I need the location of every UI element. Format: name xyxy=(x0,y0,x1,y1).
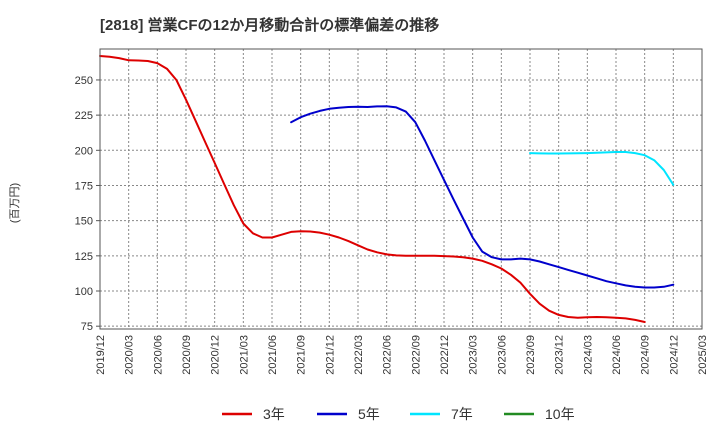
x-tick-label: 2020/03 xyxy=(124,335,136,375)
y-tick-label: 75 xyxy=(81,321,93,333)
axes xyxy=(99,48,703,330)
series-lines xyxy=(99,55,675,323)
legend: 3年 5年 7年 10年 xyxy=(222,406,575,422)
series-line-1 xyxy=(290,105,675,289)
x-tick-label: 2023/06 xyxy=(496,335,508,375)
x-tick-label: 2021/09 xyxy=(296,335,308,375)
x-tick-label: 2024/03 xyxy=(582,335,594,375)
x-tick-label: 2022/06 xyxy=(382,335,394,375)
x-tick-label: 2021/06 xyxy=(267,335,279,375)
y-axis-title: (百万円) xyxy=(9,183,21,223)
x-tick-label: 2021/03 xyxy=(238,335,250,375)
series-line-0 xyxy=(99,55,646,323)
x-tick-label: 2020/12 xyxy=(210,335,222,375)
x-tick-label: 2020/09 xyxy=(181,335,193,375)
series-line-2 xyxy=(529,151,675,186)
y-tick-label: 175 xyxy=(75,180,93,192)
y-tick-label: 125 xyxy=(75,251,93,263)
x-tick-label: 2025/03 xyxy=(697,335,709,375)
y-tick-label: 225 xyxy=(75,110,93,122)
x-tick-label: 2019/12 xyxy=(95,335,107,375)
legend-label: 3年 xyxy=(263,406,285,422)
legend-label: 10年 xyxy=(545,406,575,422)
legend-label: 7年 xyxy=(451,406,473,422)
legend-item-3: 10年 xyxy=(504,406,575,422)
legend-item-2: 7年 xyxy=(410,406,473,422)
x-tick-label: 2024/09 xyxy=(640,335,652,375)
y-tick-label: 200 xyxy=(75,145,93,157)
y-tick-label: 100 xyxy=(75,286,93,298)
x-tick-label: 2022/03 xyxy=(353,335,365,375)
y-axis-ticks: 75 100 125 150 175 200 225 250 xyxy=(75,75,100,333)
legend-label: 5年 xyxy=(358,406,380,422)
legend-item-1: 5年 xyxy=(317,406,380,422)
legend-item-0: 3年 xyxy=(222,406,285,422)
y-tick-label: 150 xyxy=(75,216,93,228)
grid-lines xyxy=(99,49,703,329)
x-axis-ticks: 2019/12 2020/03 2020/06 2020/09 2020/12 2021/… xyxy=(95,335,709,375)
x-tick-label: 2023/09 xyxy=(525,335,537,375)
x-tick-label: 2023/03 xyxy=(468,335,480,375)
chart-title: [2818] 営業CFの12か月移動合計の標準偏差の推移 xyxy=(100,17,440,34)
x-tick-label: 2022/12 xyxy=(439,335,451,375)
x-tick-label: 2021/12 xyxy=(324,335,336,375)
x-tick-label: 2024/06 xyxy=(611,335,623,375)
plot-frame xyxy=(99,48,703,330)
x-tick-label: 2020/06 xyxy=(152,335,164,375)
y-tick-label: 250 xyxy=(75,75,93,87)
x-tick-label: 2023/12 xyxy=(554,335,566,375)
x-tick-label: 2022/09 xyxy=(410,335,422,375)
x-tick-label: 2024/12 xyxy=(668,335,680,375)
